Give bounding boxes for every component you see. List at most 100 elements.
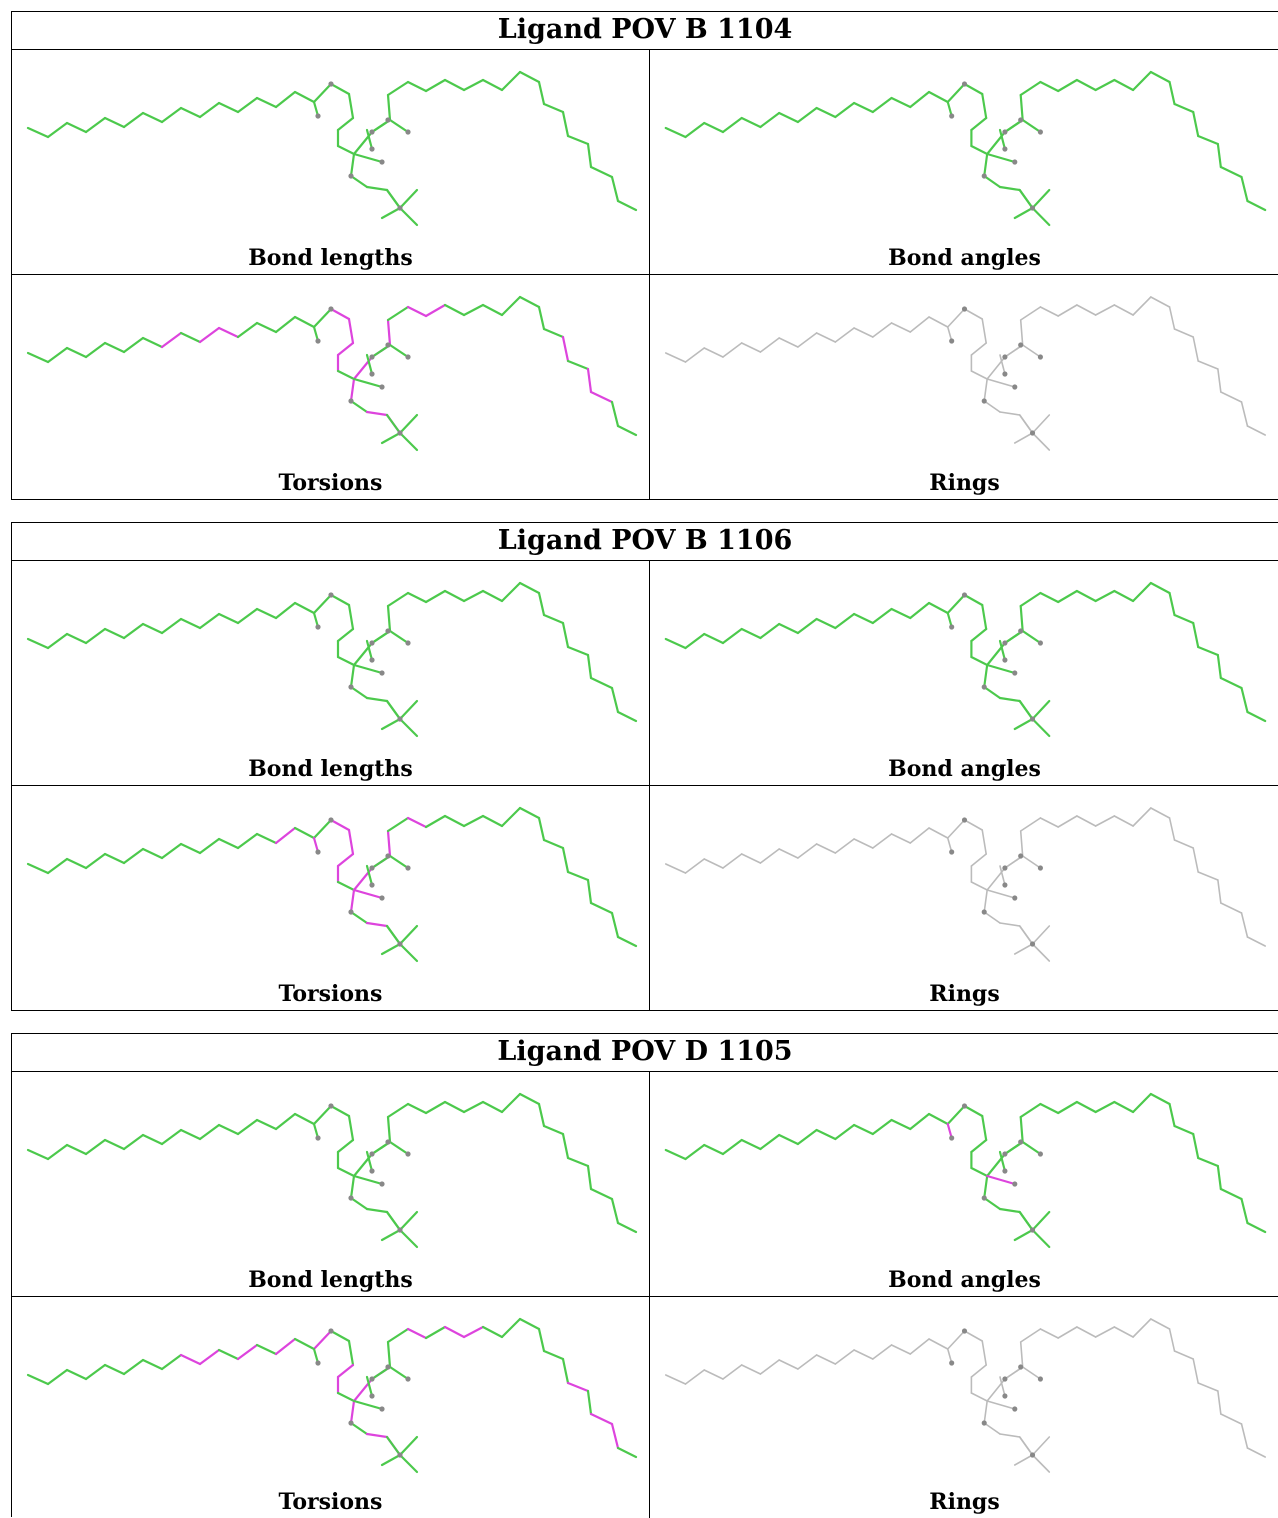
- bond: [1075, 1100, 1097, 1114]
- bond: [586, 653, 593, 680]
- bond: [179, 1128, 202, 1141]
- bond: [293, 826, 316, 840]
- bond: [986, 378, 1016, 388]
- bond: [852, 612, 874, 625]
- bond: [1018, 188, 1034, 210]
- bond: [542, 613, 565, 625]
- bond: [179, 106, 202, 119]
- bond: [352, 888, 384, 900]
- panel-caption: Bond angles: [888, 1267, 1041, 1293]
- bond: [500, 581, 522, 603]
- bond: [963, 1330, 984, 1342]
- atom: [385, 1364, 391, 1370]
- bond: [380, 431, 402, 445]
- bond: [740, 116, 762, 129]
- panel-rings: Rings: [650, 275, 1278, 499]
- atom: [1029, 205, 1036, 211]
- bond: [872, 833, 893, 849]
- bond: [566, 359, 590, 371]
- bond: [347, 92, 355, 120]
- atom: [348, 684, 354, 690]
- bond: [946, 1104, 966, 1126]
- bond: [684, 347, 706, 363]
- bond: [424, 1100, 447, 1115]
- bond: [236, 1118, 259, 1136]
- bond: [347, 1114, 355, 1142]
- bond: [721, 627, 743, 645]
- bond: [946, 82, 966, 104]
- bond: [293, 1337, 316, 1351]
- atom: [397, 205, 403, 211]
- bond: [406, 816, 428, 829]
- bond: [1039, 1102, 1060, 1115]
- bond: [1076, 815, 1097, 827]
- panel-torsions: Torsions: [12, 786, 650, 1010]
- bond: [398, 206, 419, 227]
- bond: [684, 632, 706, 650]
- bond: [365, 1432, 389, 1439]
- bond: [970, 1138, 988, 1154]
- bond: [1018, 414, 1034, 434]
- bond: [1132, 1318, 1152, 1338]
- bond: [721, 116, 743, 134]
- bond: [518, 581, 541, 595]
- bond: [329, 307, 351, 321]
- bond: [336, 627, 355, 643]
- bond: [1013, 1228, 1034, 1242]
- ligand-structure-image: [664, 296, 1266, 451]
- bond: [274, 1337, 297, 1356]
- atom: [1002, 129, 1008, 135]
- bond: [537, 816, 546, 842]
- atom: [1002, 1168, 1008, 1174]
- ligand-structure-image: [26, 1092, 638, 1249]
- atom: [328, 1103, 334, 1109]
- bond: [365, 639, 374, 662]
- atom: [1037, 1151, 1043, 1157]
- bond: [586, 1164, 593, 1191]
- bond: [890, 322, 912, 333]
- bond: [1031, 717, 1051, 738]
- bond: [386, 829, 392, 858]
- bond: [970, 1392, 988, 1402]
- panel-bond-angles: Bond angles: [650, 561, 1278, 786]
- panel-caption: Bond lengths: [248, 756, 413, 782]
- bond: [589, 165, 614, 179]
- bond: [380, 1453, 402, 1467]
- bond: [970, 655, 989, 667]
- bond: [981, 603, 988, 631]
- bond: [561, 846, 570, 874]
- bond: [852, 1123, 874, 1136]
- bond: [815, 1128, 837, 1141]
- bond: [561, 1357, 570, 1385]
- bond: [815, 617, 837, 630]
- bond: [198, 1123, 221, 1141]
- bond: [365, 864, 374, 887]
- bond: [815, 106, 837, 119]
- atom: [981, 173, 987, 179]
- bond: [386, 816, 410, 833]
- bond: [293, 315, 316, 329]
- bond: [999, 354, 1006, 375]
- bond: [406, 80, 428, 93]
- atom: [1018, 117, 1024, 123]
- atom: [369, 1376, 375, 1382]
- atom: [348, 173, 354, 179]
- bond: [983, 378, 988, 402]
- bond: [796, 617, 818, 635]
- bond: [946, 819, 966, 839]
- bond: [983, 889, 988, 913]
- bond: [336, 144, 356, 156]
- bond: [927, 90, 949, 104]
- bond: [778, 622, 799, 635]
- bond: [983, 152, 989, 178]
- bond: [542, 1124, 565, 1136]
- bond: [293, 90, 316, 104]
- bond: [103, 852, 126, 865]
- atom: [1037, 640, 1043, 646]
- bond: [946, 593, 966, 615]
- bond: [26, 1148, 50, 1161]
- bond: [1220, 1413, 1243, 1425]
- atom: [1037, 865, 1043, 871]
- bond: [998, 128, 1007, 151]
- bond: [1031, 414, 1051, 434]
